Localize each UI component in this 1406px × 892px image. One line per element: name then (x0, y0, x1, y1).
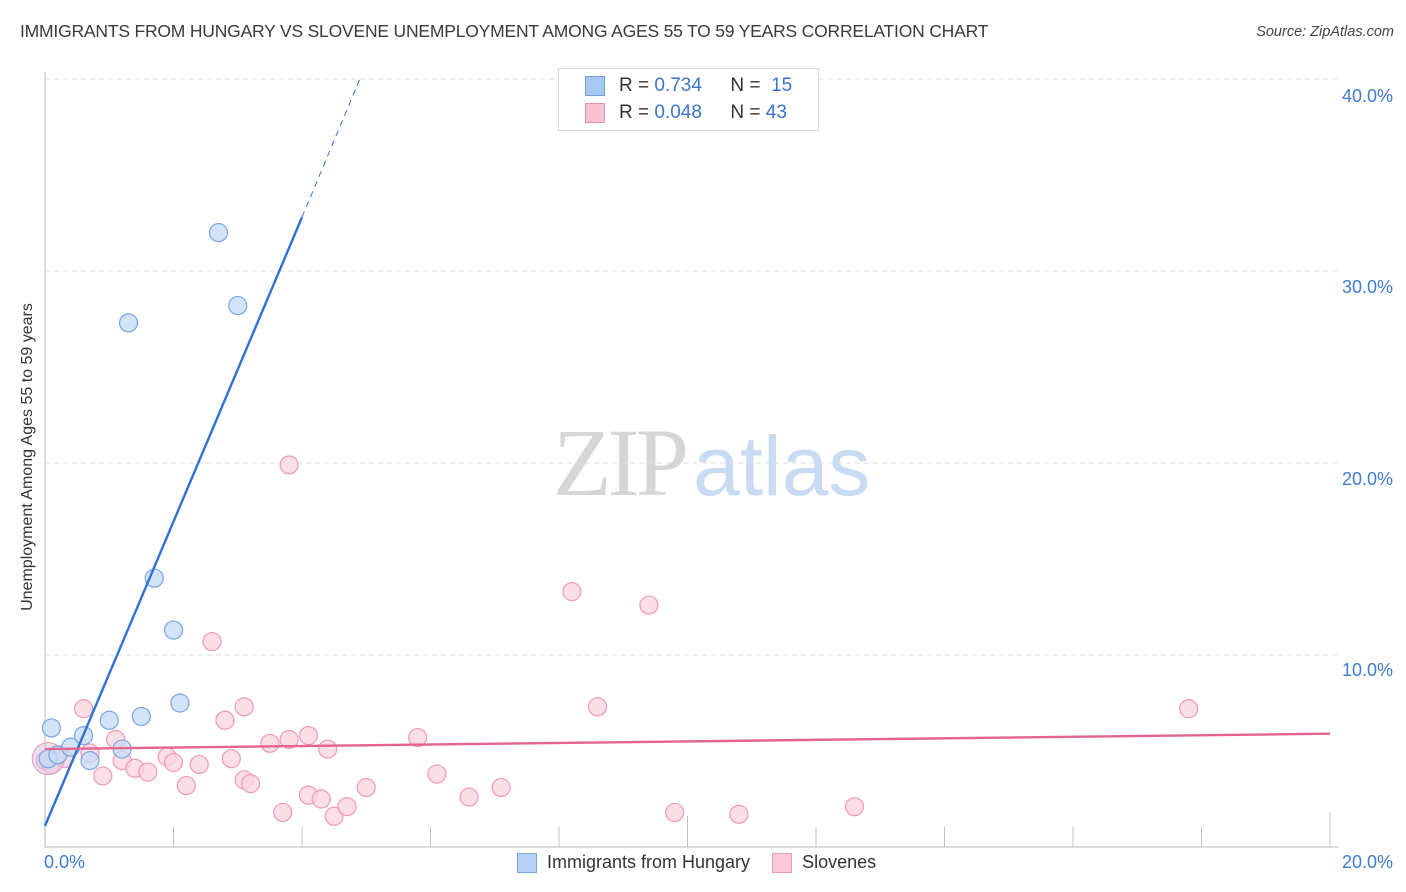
legend-label: Slovenes (802, 852, 877, 872)
n-label: N = (730, 102, 761, 123)
hungary-points (38, 223, 248, 771)
r-value: 0.734 (654, 75, 702, 96)
y-tick-20: 20.0% (1341, 469, 1393, 489)
watermark-atlas: atlas (693, 419, 871, 513)
r-label: R = (619, 75, 650, 96)
hungary-swatch (585, 76, 605, 96)
legend-row-slovenes: R = 0.048 N = 43 (585, 101, 787, 125)
n-value: 43 (765, 102, 787, 123)
x-tick-0: 0.0% (44, 852, 86, 872)
x-tick-20: 20.0% (1341, 852, 1393, 872)
chart-title: IMMIGRANTS FROM HUNGARY VS SLOVENE UNEMP… (20, 21, 989, 41)
y-tick-40: 40.0% (1341, 86, 1393, 106)
slovenes-points (31, 455, 1199, 826)
r-label: R = (619, 102, 650, 123)
stats-legend: R = 0.734 N = 15 R = 0.048 N = 43 (558, 68, 819, 131)
hungary-swatch (517, 852, 537, 873)
legend-label: Immigrants from Hungary (547, 852, 751, 872)
slovenes-swatch (772, 852, 793, 873)
y-axis-label: Unemployment Among Ages 55 to 59 years (19, 303, 36, 611)
n-value: 15 (771, 75, 793, 96)
n-label: N = (730, 75, 761, 96)
trend-lines (43, 78, 1331, 827)
slovenes-swatch (585, 103, 605, 123)
y-tick-10: 10.0% (1341, 660, 1393, 680)
axes (44, 72, 1338, 848)
legend-item-hungary[interactable]: Immigrants from Hungary (517, 852, 750, 873)
series-legend: Immigrants from Hungary Slovenes (517, 852, 898, 873)
r-value: 0.048 (654, 102, 702, 123)
y-tick-30: 30.0% (1341, 277, 1393, 297)
source-label: Source: ZipAtlas.com (1256, 24, 1394, 40)
legend-item-slovenes[interactable]: Slovenes (772, 852, 876, 873)
legend-row-hungary: R = 0.734 N = 15 (585, 74, 792, 98)
watermark: ZIPatlas (553, 407, 870, 518)
